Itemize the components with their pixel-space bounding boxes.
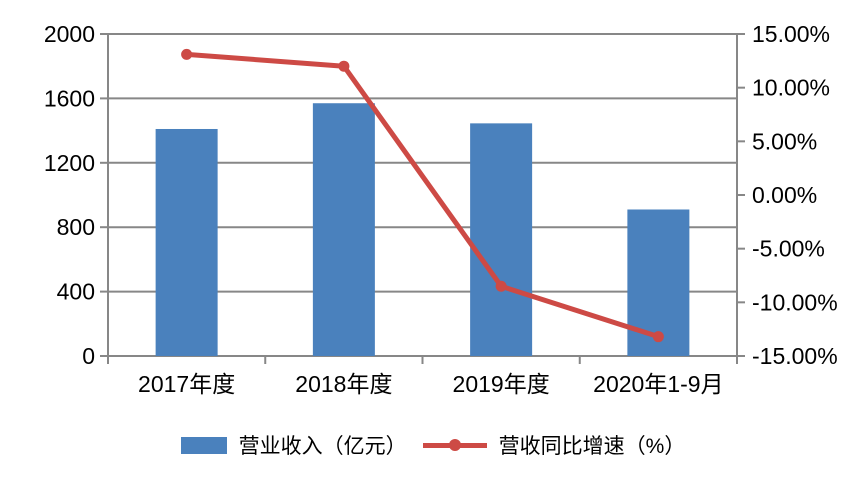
growth-line-marker	[181, 48, 193, 60]
growth-line-marker	[338, 60, 350, 72]
legend-line-label: 营收同比增速（%）	[498, 435, 686, 458]
legend-line-marker-icon	[448, 439, 461, 451]
right-axis-tick-label: 0.00%	[752, 182, 817, 208]
right-axis-tick-label: 5.00%	[752, 128, 817, 154]
left-axis-tick-label: 800	[57, 214, 95, 240]
left-axis-tick-label: 0	[82, 343, 95, 369]
revenue-bar	[470, 123, 533, 356]
right-axis-tick-label: 10.00%	[752, 75, 830, 101]
x-axis-label: 2017年度	[138, 371, 235, 397]
right-axis-tick-label: 15.00%	[752, 21, 830, 47]
legend-line-swatch	[422, 438, 487, 452]
left-axis-tick-label: 2000	[44, 21, 95, 47]
revenue-bar	[155, 128, 218, 356]
left-axis-tick-label: 400	[57, 279, 95, 305]
right-axis-tick-label: -15.00%	[752, 343, 838, 369]
revenue-bar	[312, 103, 375, 356]
x-axis-label: 2018年度	[295, 371, 392, 397]
growth-line	[186, 51, 660, 340]
growth-line-marker	[495, 280, 507, 292]
chart-legend: 营业收入（亿元） 营收同比增速（%）	[0, 424, 866, 466]
legend-bar-swatch	[180, 436, 227, 454]
left-axis-tick-label: 1200	[44, 150, 95, 176]
legend-bar-label: 营业收入（亿元）	[238, 435, 407, 458]
left-axis-tick-label: 1600	[44, 85, 95, 111]
x-axis-label: 2020年1-9月	[593, 371, 723, 397]
growth-line-marker	[652, 331, 664, 343]
right-axis-tick-label: -5.00%	[752, 236, 825, 262]
x-axis-label: 2019年度	[453, 371, 550, 397]
right-axis-tick-label: -10.00%	[752, 289, 838, 315]
